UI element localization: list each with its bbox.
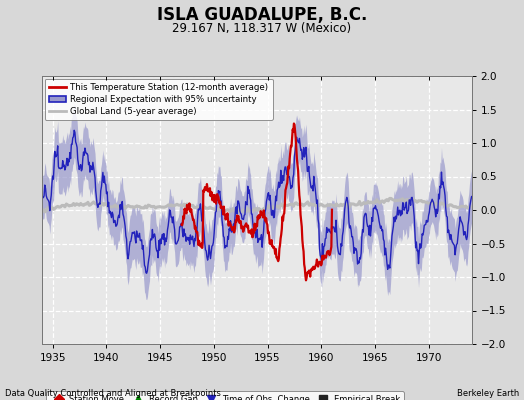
Legend: Station Move, Record Gap, Time of Obs. Change, Empirical Break: Station Move, Record Gap, Time of Obs. C… <box>46 391 404 400</box>
Text: 29.167 N, 118.317 W (Mexico): 29.167 N, 118.317 W (Mexico) <box>172 22 352 35</box>
Text: ISLA GUADALUPE, B.C.: ISLA GUADALUPE, B.C. <box>157 6 367 24</box>
Text: Berkeley Earth: Berkeley Earth <box>456 389 519 398</box>
Text: Data Quality Controlled and Aligned at Breakpoints: Data Quality Controlled and Aligned at B… <box>5 389 221 398</box>
